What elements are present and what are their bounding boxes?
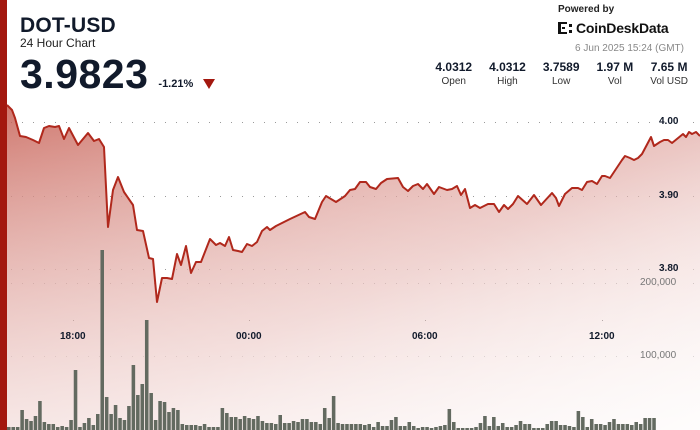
stat-value: 1.97 M <box>596 60 634 74</box>
price-tick-3-80: 3.80 <box>659 263 679 274</box>
stat-low: 3.7589 Low <box>543 60 580 89</box>
price-row: 3.9823 -1.21% <box>20 51 216 97</box>
stats-row: 4.0312 Open 4.0312 High 3.7589 Low 1.97 … <box>418 60 688 89</box>
triangle-down-icon <box>203 79 216 89</box>
price-change: -1.21% <box>158 78 194 90</box>
price-area-fade <box>7 105 700 430</box>
price-tick-4-00: 4.00 <box>659 116 679 127</box>
stat-label: Open <box>441 76 466 87</box>
chart-subtitle: 24 Hour Chart <box>20 36 96 50</box>
stat-value: 7.65 M <box>650 60 688 74</box>
stat-label: High <box>497 76 518 87</box>
accent-bar <box>0 0 7 430</box>
time-tick-1200: 12:00 <box>589 331 615 342</box>
time-tick-1800: 18:00 <box>60 331 86 342</box>
volume-tick-200k: 200,000 <box>640 277 677 288</box>
brand-block: Powered by CoinDeskData <box>558 4 669 36</box>
stat-vol-usd: 7.65 M Vol USD <box>650 60 688 89</box>
stat-label: Vol USD <box>650 76 688 87</box>
powered-by-label: Powered by <box>558 4 615 15</box>
stat-vol: 1.97 M Vol <box>597 60 634 89</box>
time-tick-0600: 06:00 <box>412 331 438 342</box>
price-tick-3-90: 3.90 <box>659 190 679 201</box>
volume-bars <box>7 250 656 430</box>
time-tick-0000: 00:00 <box>236 331 262 342</box>
stat-label: Low <box>551 76 571 87</box>
price-line <box>6 104 700 303</box>
stat-high: 4.0312 High <box>489 60 526 89</box>
asset-symbol: DOT-USD <box>20 14 116 37</box>
stat-value: 3.7589 <box>542 60 580 74</box>
stat-value: 4.0312 <box>435 60 473 74</box>
coindesk-logo-icon <box>558 21 572 35</box>
timestamp: 6 Jun 2025 15:24 (GMT) <box>575 43 684 54</box>
brand-row: CoinDeskData <box>558 20 669 36</box>
chart-header: DOT-USD 24 Hour Chart 3.9823 -1.21% <box>20 14 216 97</box>
stat-label: Vol <box>607 76 622 87</box>
stat-open: 4.0312 Open <box>435 60 472 89</box>
current-price: 3.9823 <box>20 51 149 97</box>
stat-value: 4.0312 <box>489 60 526 74</box>
volume-tick-100k: 100,000 <box>640 350 677 361</box>
brand-name: CoinDeskData <box>576 20 669 36</box>
